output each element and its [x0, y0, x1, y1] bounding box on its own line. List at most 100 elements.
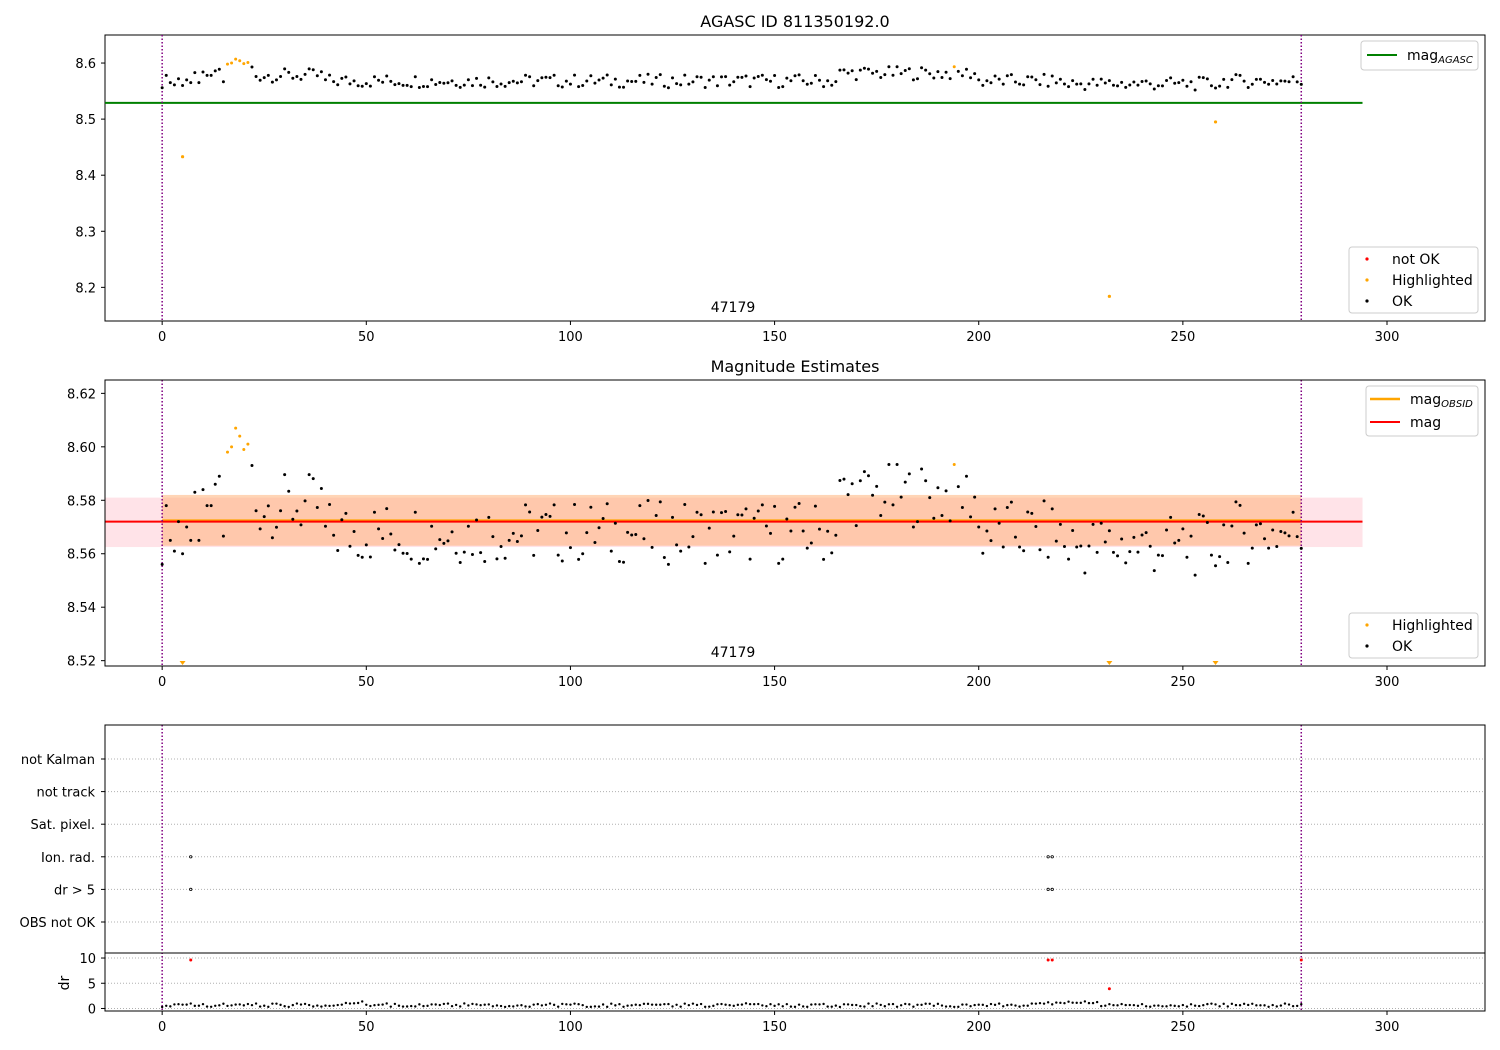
dr-point — [467, 1004, 470, 1007]
magnitude-point — [426, 557, 430, 561]
magnitude-point — [560, 559, 564, 563]
panel1-axes-frame — [104, 34, 1486, 322]
agasc-point — [397, 82, 401, 86]
panel1-legend-points: not OK Highlighted OK — [1348, 246, 1479, 314]
x-tick-label: 300 — [1375, 330, 1400, 345]
agasc-point — [932, 76, 936, 80]
magnitude-point — [715, 553, 719, 557]
y-tick-label: 8.3 — [75, 225, 96, 240]
magnitude-point — [556, 553, 560, 557]
y-tick-label: 8.52 — [67, 655, 96, 670]
agasc-point — [160, 86, 164, 90]
panel-magnitude-estimates: Magnitude Estimates 8.52 8.54 8.56 8.58 8.60… — [67, 357, 1486, 690]
highlighted-point — [1107, 294, 1111, 298]
agasc-point — [438, 80, 442, 84]
dr-point — [789, 1005, 793, 1008]
dr-point — [234, 1003, 237, 1006]
magnitude-point — [1295, 535, 1299, 539]
magnitude-point — [356, 553, 360, 557]
dr-point — [593, 1005, 597, 1008]
y-tick-label: 8.2 — [75, 281, 96, 296]
magnitude-point — [1095, 550, 1099, 554]
agasc-point — [426, 85, 430, 89]
agasc-point — [1116, 84, 1120, 88]
magnitude-point — [311, 477, 315, 481]
dr-point — [381, 1003, 384, 1006]
x-tick-label: 200 — [966, 1020, 991, 1035]
agasc-point — [1160, 84, 1164, 88]
dr-point — [1291, 1004, 1295, 1008]
magnitude-point — [503, 556, 507, 560]
magnitude-point — [160, 562, 164, 566]
magnitude-point — [1034, 524, 1038, 528]
agasc-point — [519, 80, 523, 84]
agasc-point — [654, 75, 658, 79]
magnitude-point — [936, 486, 940, 490]
magnitude-point — [283, 473, 287, 477]
dr-point — [258, 1005, 262, 1008]
agasc-point — [777, 85, 781, 89]
dr-point — [397, 1004, 401, 1007]
dr-point — [479, 1003, 482, 1007]
magnitude-point — [985, 529, 989, 533]
dr-point — [1083, 1000, 1087, 1003]
agasc-point — [728, 83, 732, 87]
dr-point — [650, 1003, 654, 1006]
magnitude-point — [740, 513, 744, 517]
agasc-point — [499, 82, 503, 86]
magnitude-point — [409, 557, 413, 561]
agasc-point — [801, 79, 805, 83]
agasc-point — [862, 66, 866, 70]
agasc-point — [707, 78, 711, 82]
x-tick-label: 150 — [762, 1020, 787, 1035]
magnitude-point — [1250, 546, 1254, 550]
agasc-point — [1046, 84, 1050, 88]
agasc-point — [470, 84, 474, 88]
dr-point — [1238, 1004, 1242, 1007]
dr-point — [1120, 1002, 1123, 1006]
agasc-point — [274, 78, 278, 82]
x-tick-label: 150 — [762, 675, 787, 690]
dr-point — [173, 1003, 176, 1006]
dr-point — [369, 1004, 372, 1008]
magnitude-point — [495, 557, 499, 561]
agasc-point — [1165, 78, 1169, 82]
dr-point — [806, 1005, 809, 1009]
dr-point — [720, 1002, 723, 1006]
dr-point — [189, 1002, 192, 1005]
magnitude-point — [544, 512, 548, 516]
magnitude-point — [262, 515, 266, 519]
agasc-point — [573, 73, 577, 77]
magnitude-point — [662, 555, 666, 559]
magnitude-point — [217, 474, 221, 478]
agasc-point — [809, 81, 813, 85]
dr-point — [1067, 1000, 1070, 1003]
agasc-point — [1062, 82, 1066, 86]
agasc-point — [842, 68, 846, 72]
magnitude-point — [609, 549, 613, 553]
magnitude-point — [642, 537, 646, 541]
dr-point — [1026, 1004, 1029, 1007]
magnitude-point — [1111, 550, 1115, 554]
magnitude-point — [540, 515, 544, 519]
dr-point — [548, 1002, 552, 1005]
legend-notok-marker — [1365, 257, 1369, 261]
dr-point — [708, 1005, 711, 1008]
magnitude-point — [536, 528, 540, 532]
agasc-point — [613, 77, 617, 81]
panel2-legend-lines: magOBSID mag — [1365, 385, 1479, 437]
agasc-point — [773, 74, 777, 78]
magnitude-point — [564, 531, 568, 535]
dr-point — [193, 1004, 197, 1008]
agasc-point — [662, 84, 666, 88]
dr-point — [1169, 1004, 1172, 1007]
dr-point — [744, 1002, 748, 1005]
agasc-point — [956, 69, 960, 73]
magnitude-point — [299, 523, 303, 527]
dr-point — [614, 1004, 617, 1007]
agasc-point — [899, 72, 903, 76]
magnitude-point — [1136, 550, 1140, 554]
agasc-point — [458, 85, 462, 89]
dr-point — [446, 1002, 450, 1005]
magnitude-point — [172, 549, 176, 553]
